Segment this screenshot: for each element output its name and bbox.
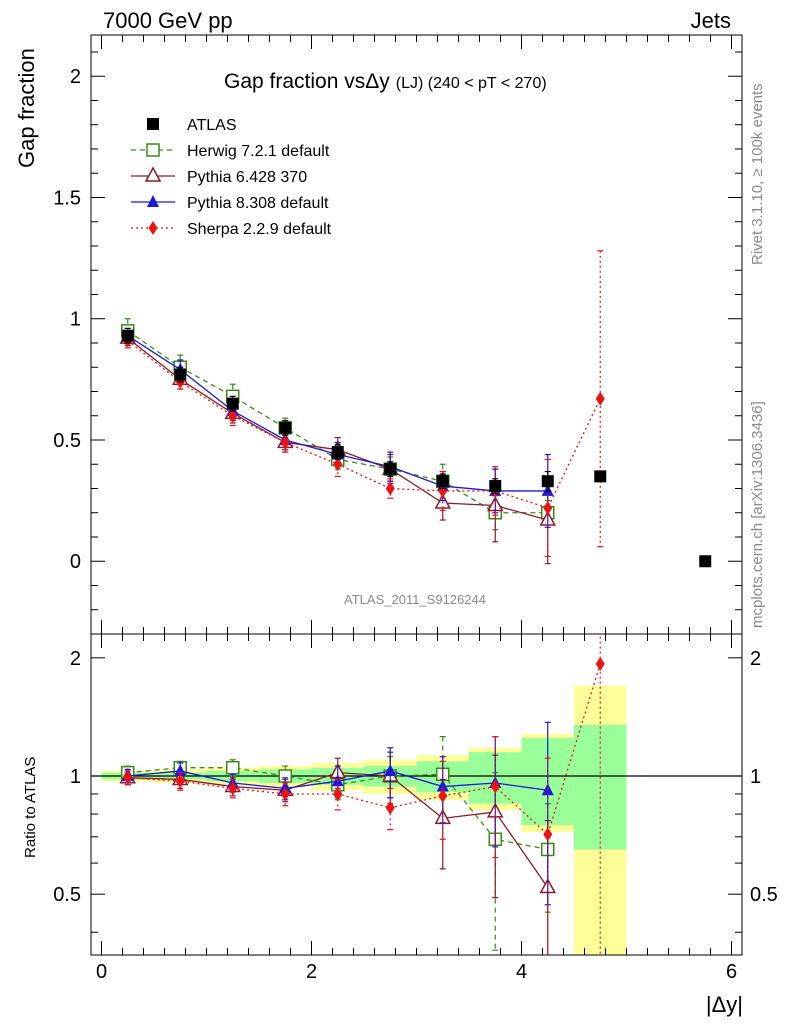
x-axis-label: |Δy| (706, 992, 743, 1017)
y-axis-label: Gap fraction (14, 48, 39, 168)
title-main: Gap fraction vsΔy (224, 70, 390, 93)
analysis-watermark: ATLAS_2011_S9126244 (344, 592, 486, 607)
mc-line-3 (127, 340, 601, 509)
title-sub: (LJ) (240 < pT < 270) (396, 75, 547, 92)
legend-marker (147, 118, 159, 130)
ratio-ytick-label: 1 (70, 766, 81, 788)
legend-label: ATLAS (187, 117, 237, 134)
header-left: 7000 GeV pp (103, 8, 233, 33)
ratio-point (384, 763, 397, 776)
legend-marker (148, 221, 158, 235)
xtick-label: 6 (726, 961, 737, 983)
mc-point (228, 408, 238, 423)
atlas-point (279, 421, 292, 434)
main-ytick-label: 1.5 (53, 187, 81, 209)
legend-label: Pythia 6.428 370 (187, 169, 307, 186)
atlas-point (226, 397, 239, 410)
atlas-point (594, 470, 607, 483)
ratio-ytick-label: 2 (70, 648, 81, 670)
ratio-point (228, 781, 238, 796)
mc-line-1 (127, 337, 548, 521)
atlas-point (121, 329, 134, 342)
ratio-point (436, 779, 449, 792)
ratio-point (280, 786, 290, 801)
atlas-point (699, 555, 712, 568)
header-right: Jets (691, 8, 731, 33)
atlas-point (331, 446, 344, 459)
legend-label: Sherpa 2.2.9 default (187, 221, 332, 238)
ratio-point (123, 770, 133, 785)
atlas-point (489, 480, 502, 493)
ratio-ytick-label-right: 1 (750, 766, 761, 788)
ratio-point (385, 800, 395, 815)
atlas-point (541, 475, 554, 488)
mc-point (543, 500, 553, 515)
main-ytick-label: 2 (70, 66, 81, 88)
atlas-point (436, 475, 449, 488)
legend-label: Herwig 7.2.1 default (187, 143, 330, 160)
ratio-point (543, 827, 553, 842)
ratio-ytick-label-right: 2 (750, 648, 761, 670)
mc-line-0 (127, 330, 548, 514)
legend-marker (146, 143, 160, 157)
main-ytick-label: 0 (70, 551, 81, 573)
main-series (119, 250, 712, 568)
rivet-label: Rivet 3.1.10, ≥ 100k events (749, 83, 766, 265)
atlas-point (384, 463, 397, 476)
mc-point (595, 391, 605, 406)
legend: ATLAS Herwig 7.2.1 default Pythia 6.428 37… (131, 117, 332, 238)
ratio-point (175, 774, 185, 789)
mcplots-label: mcplots.cern.ch [arXiv:1306.3436] (749, 401, 766, 628)
ratio-point (595, 656, 605, 671)
main-ytick-label: 1 (70, 309, 81, 331)
ratio-y-axis-label: Ratio to ATLAS (22, 757, 39, 858)
xtick-label: 0 (96, 961, 107, 983)
ratio-point (333, 786, 343, 801)
ratio-series (119, 634, 605, 955)
mc-point (385, 481, 395, 496)
ratio-ytick-label-right: 0.5 (750, 884, 778, 906)
xtick-label: 2 (306, 961, 317, 983)
ratio-point (226, 760, 240, 775)
main-ytick-label: 0.5 (53, 430, 81, 452)
ratio-clipped-group (119, 634, 605, 955)
atlas-point (174, 368, 187, 381)
legend-label: Pythia 8.308 default (187, 195, 329, 212)
mc-point (438, 483, 448, 498)
mc-point (280, 435, 290, 450)
xtick-label: 4 (516, 961, 527, 983)
ratio-point (490, 779, 500, 794)
mc-point (333, 457, 343, 472)
chart-title: Gap fraction vsΔy (LJ) (240 < pT < 270) (224, 70, 547, 93)
legend-marker (147, 195, 159, 207)
ratio-point (438, 788, 448, 803)
legend-marker (144, 166, 162, 182)
axis-ticks: 0 0.5 1 1.5 2 0 2 4 6 0.5 0.5 1 1 2 2 (53, 35, 778, 983)
ratio-ytick-label: 0.5 (53, 884, 81, 906)
